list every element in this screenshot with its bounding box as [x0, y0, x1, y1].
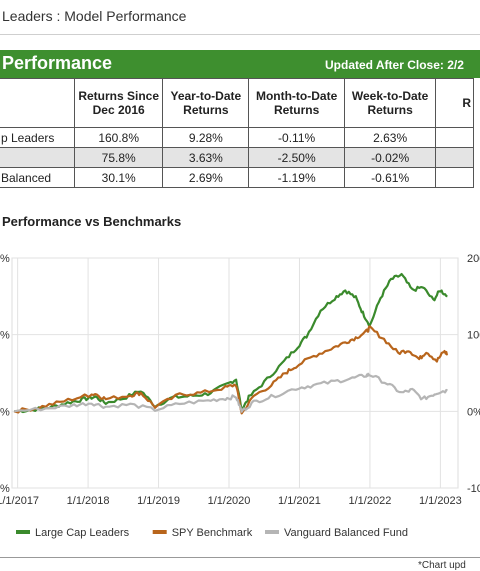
y-tick-label-left: %	[0, 406, 10, 418]
breadcrumb: Leaders : Model Performance	[0, 0, 480, 35]
updated-after-close: Updated After Close: 2/2	[325, 58, 464, 72]
y-tick-label-right: 100%	[467, 330, 480, 342]
chart-title: Performance vs Benchmarks	[2, 214, 182, 229]
y-tick-label-left: %	[0, 253, 10, 265]
y-tick-label-left: %	[0, 330, 10, 342]
chart-footnote: *Chart upd	[418, 560, 466, 571]
x-tick-label: 1/1/2022	[349, 495, 392, 507]
cell-since: 30.1%	[74, 167, 164, 188]
cell-cut	[435, 147, 474, 168]
performance-header: Performance Updated After Close: 2/2	[0, 50, 480, 78]
row-name: Balanced	[0, 167, 76, 188]
column-header-cut: R	[435, 78, 474, 128]
performance-chart: 200%%100%%0%%-100%%1/1/20171/1/20181/1/2…	[0, 253, 480, 539]
table-header-row: Returns Since Dec 2016 Year-to-Date Retu…	[0, 78, 474, 128]
y-tick-label-right: 200%	[467, 253, 480, 265]
cell-wtd: 2.63%	[343, 127, 437, 148]
performance-title: Performance	[2, 53, 113, 73]
breadcrumb-text: Leaders : Model Performance	[2, 8, 187, 24]
cell-since: 75.8%	[74, 147, 164, 168]
cell-mtd: -0.11%	[248, 127, 345, 148]
series-line	[13, 372, 448, 413]
cell-ytd: 2.69%	[162, 167, 250, 188]
x-tick-label: 1/1/2021	[278, 495, 321, 507]
legend-label: Vanguard Balanced Fund	[284, 527, 408, 539]
row-name: p Leaders	[0, 127, 76, 148]
row-name	[0, 147, 76, 168]
cell-ytd: 3.63%	[162, 147, 250, 168]
column-header-mtd: Month-to-Date Returns	[248, 78, 345, 128]
legend-label: Large Cap Leaders	[35, 527, 130, 539]
table-row: 75.8% 3.63% -2.50% -0.02%	[0, 147, 474, 168]
legend-label: SPY Benchmark	[172, 527, 253, 539]
cell-cut	[435, 127, 474, 148]
cell-mtd: -2.50%	[248, 147, 345, 168]
x-tick-label: 1/1/2020	[208, 495, 251, 507]
cell-wtd: -0.61%	[343, 167, 437, 188]
cell-wtd: -0.02%	[343, 147, 437, 168]
column-header-since: Returns Since Dec 2016	[74, 78, 164, 128]
column-header-model	[0, 78, 76, 128]
y-tick-label-right: -100%	[467, 483, 480, 495]
cell-mtd: -1.19%	[248, 167, 345, 188]
footer-divider	[0, 557, 480, 558]
x-tick-label: 1/1/2023	[419, 495, 462, 507]
performance-table: Returns Since Dec 2016 Year-to-Date Retu…	[0, 78, 474, 188]
y-tick-label-left: %	[0, 483, 10, 495]
x-tick-label: 1/1/2017	[0, 495, 39, 507]
cell-ytd: 9.28%	[162, 127, 250, 148]
table-row: Balanced 30.1% 2.69% -1.19% -0.61%	[0, 167, 474, 188]
x-tick-label: 1/1/2018	[67, 495, 110, 507]
series-line	[13, 325, 449, 415]
plot-area	[11, 257, 459, 489]
cell-since: 160.8%	[74, 127, 164, 148]
column-header-ytd: Year-to-Date Returns	[162, 78, 250, 128]
column-header-wtd: Week-to-Date Returns	[343, 78, 437, 128]
cell-cut	[435, 167, 474, 188]
x-tick-label: 1/1/2019	[137, 495, 180, 507]
table-row: p Leaders 160.8% 9.28% -0.11% 2.63%	[0, 127, 474, 148]
y-tick-label-right: 0%	[467, 406, 480, 418]
